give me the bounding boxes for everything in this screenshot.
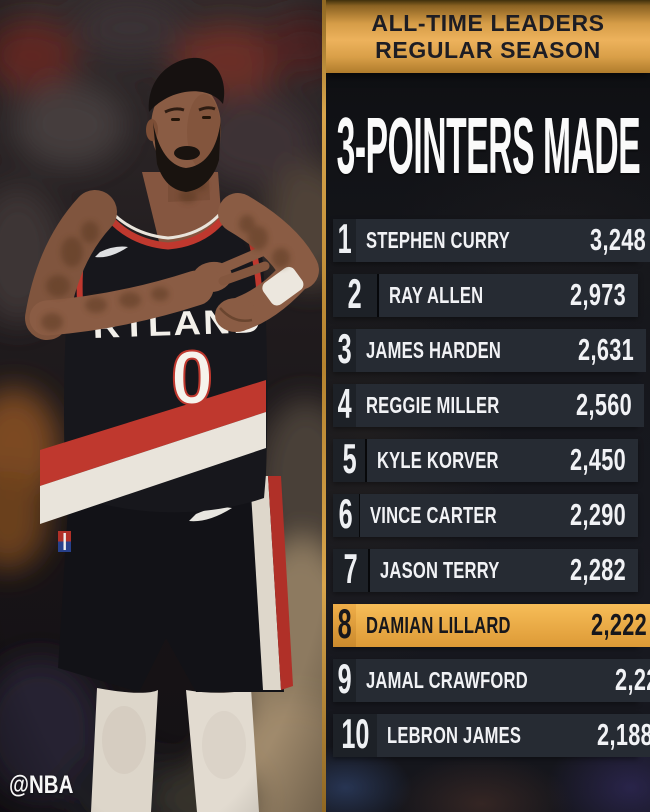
player-name: JAMAL CRAWFORD [366,667,529,693]
stat-value: 2,631 [578,331,635,367]
player-name: JAMES HARDEN [366,337,502,363]
rank-cell: 10 [333,710,377,757]
leaderboard-panel: ALL-TIME LEADERS REGULAR SEASON 3-POINTE… [322,0,650,812]
leader-row: 2 RAY ALLEN 2,973 [333,270,638,317]
rank-cell: 4 [333,380,357,427]
rank-divider [365,439,367,482]
player-name: KYLE KORVER [376,447,499,473]
leader-row: 7 JASON TERRY 2,282 [333,545,638,592]
stat-value: 2,222 [591,606,648,642]
leader-row: 5 KYLE KORVER 2,450 [333,435,638,482]
rank-cell: 5 [333,435,366,482]
rank-label: 2 [347,270,362,317]
row-body: REGGIE MILLER 2,560 [356,384,644,427]
row-body: STEPHEN CURRY 3,248 [356,219,650,262]
rank-label: 7 [343,545,358,592]
rank-cell: 8 [333,600,357,647]
rank-label: 4 [337,380,352,427]
rank-cell: 3 [333,325,357,372]
rank-cell: 1 [333,215,357,262]
title-area: 3-POINTERS MADE [326,73,650,219]
stat-category-title: 3-POINTERS MADE [336,101,640,190]
player-name: REGGIE MILLER [366,392,500,418]
player-name: DAMIAN LILLARD [366,612,512,638]
stat-value: 3,248 [590,221,647,257]
leader-row: 4 REGGIE MILLER 2,560 [333,380,644,427]
rank-divider [368,549,370,592]
stat-value: 2,188 [597,716,650,752]
gold-divider-line [322,0,326,812]
player-name: JASON TERRY [379,557,500,583]
photo-vignette [0,0,322,812]
stat-value: 2,221 [615,661,650,697]
row-body: VINCE CARTER 2,290 [359,494,638,537]
player-name: RAY ALLEN [389,282,484,308]
rank-cell: 6 [333,490,359,537]
stat-value: 2,282 [569,551,626,587]
player-name: STEPHEN CURRY [366,227,511,253]
rank-label: 5 [342,435,357,482]
player-photo-illustration: 6 RTLAND 0 [0,0,322,812]
leader-row: 3 JAMES HARDEN 2,631 [333,325,647,372]
leader-row: 8 DAMIAN LILLARD 2,222 [333,600,650,647]
player-photo: 6 RTLAND 0 [0,0,322,812]
rank-cell: 9 [333,655,357,702]
row-body: DAMIAN LILLARD 2,222 [356,604,650,647]
rank-divider [358,494,360,537]
stat-value: 2,290 [569,496,626,532]
nba-watermark: @NBA [9,771,74,799]
stat-value: 2,450 [569,441,626,477]
leader-rows: 1 STEPHEN CURRY 3,248 2 RAY ALLEN 2,973 … [326,215,650,757]
row-body: JAMES HARDEN 2,631 [356,329,647,372]
leader-row: 1 STEPHEN CURRY 3,248 [333,215,650,262]
row-body: JASON TERRY 2,282 [369,549,638,592]
row-body: JAMAL CRAWFORD 2,221 [356,659,650,702]
rank-label: 6 [338,490,353,537]
leader-row: 10 LEBRON JAMES 2,188 [333,710,650,757]
rank-cell: 7 [333,545,369,592]
stat-value: 2,973 [569,276,626,312]
rank-divider [377,274,379,317]
player-name: LEBRON JAMES [387,722,522,748]
leader-row: 9 JAMAL CRAWFORD 2,221 [333,655,650,702]
row-body: KYLE KORVER 2,450 [366,439,638,482]
row-body: RAY ALLEN 2,973 [379,274,638,317]
rank-cell: 2 [333,270,377,317]
stat-value: 2,560 [575,386,632,422]
header-line-2: REGULAR SEASON [375,36,601,63]
rank-label: 3 [337,325,352,372]
header-band: ALL-TIME LEADERS REGULAR SEASON [326,0,650,73]
rank-label: 8 [337,600,352,647]
header-line-1: ALL-TIME LEADERS [371,9,605,36]
player-name: VINCE CARTER [369,502,497,528]
leader-row: 6 VINCE CARTER 2,290 [333,490,638,537]
rank-label: 1 [337,215,352,262]
panel-content: ALL-TIME LEADERS REGULAR SEASON 3-POINTE… [326,0,650,812]
rank-label: 9 [337,655,352,702]
rank-label: 10 [340,710,370,757]
row-body: LEBRON JAMES 2,188 [377,714,650,757]
